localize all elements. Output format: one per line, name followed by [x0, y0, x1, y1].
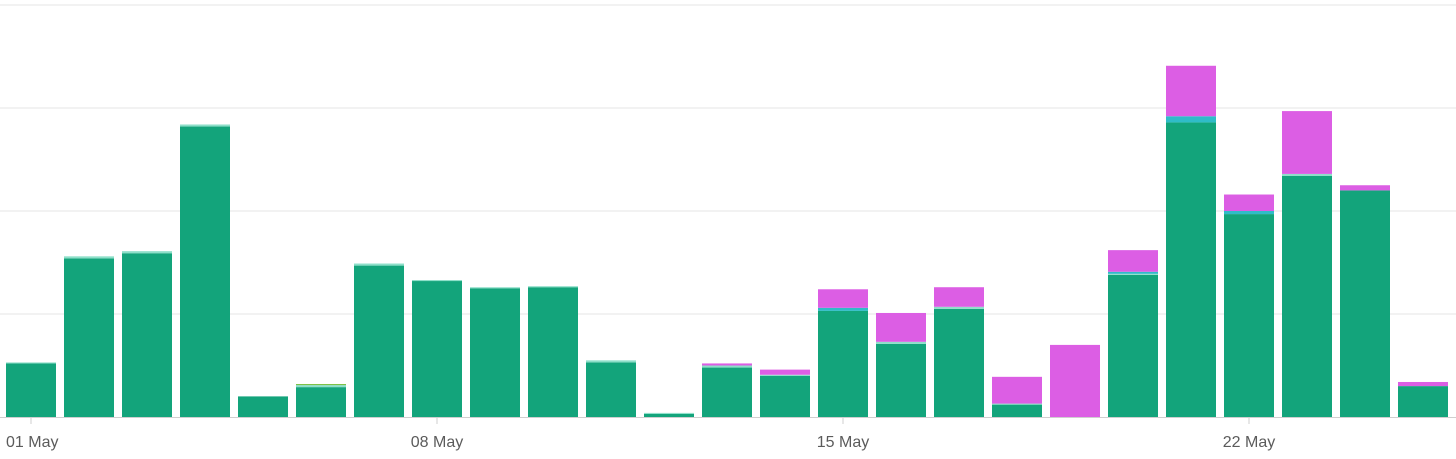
bar-segment-10-2	[528, 286, 578, 288]
x-tick-label: 22 May	[1223, 434, 1275, 451]
bar-segment-22-1	[1224, 214, 1274, 417]
bar-segment-14-1	[760, 375, 810, 417]
bar-segment-9-2	[470, 287, 520, 289]
bar-segment-11-2	[586, 360, 636, 363]
bar-segment-19-5	[1050, 344, 1100, 417]
bar-segment-6-3	[296, 384, 346, 386]
bar-segment-11-1	[586, 362, 636, 417]
bar-segment-20-2	[1108, 273, 1158, 275]
bar-segment-16-2	[876, 341, 926, 344]
bar-segment-21-1	[1166, 122, 1216, 418]
bar-segment-10-1	[528, 287, 578, 417]
bar-segment-2-1	[64, 258, 114, 417]
bar-segment-12-1	[644, 413, 694, 417]
bar-segment-2-2	[64, 256, 114, 259]
bar-segment-23-5	[1282, 111, 1332, 174]
x-tick-label: 08 May	[411, 434, 463, 451]
bar-segment-15-4	[818, 307, 868, 311]
x-tick-label: 15 May	[817, 434, 869, 451]
bar-segment-16-5	[876, 312, 926, 342]
bar-segment-25-1	[1398, 386, 1448, 417]
bar-segment-4-2	[180, 124, 230, 127]
bar-segment-24-1	[1340, 190, 1390, 417]
bar-segment-18-1	[992, 404, 1042, 417]
bar-segment-1-1	[6, 363, 56, 417]
bar-segment-24-5	[1340, 185, 1390, 191]
bar-segment-12-2	[644, 412, 694, 414]
bar-segment-8-1	[412, 281, 462, 417]
bar-segment-22-4	[1224, 211, 1274, 215]
bar-segment-8-2	[412, 280, 462, 282]
bar-segment-23-1	[1282, 175, 1332, 417]
bar-segment-4-1	[180, 126, 230, 417]
bar-segment-25-5	[1398, 381, 1448, 387]
bar-segment-3-2	[122, 251, 172, 254]
bar-segment-22-5	[1224, 194, 1274, 211]
bar-segment-15-1	[818, 310, 868, 417]
bar-segment-20-1	[1108, 274, 1158, 417]
x-axis-ticks: 01 May 08 May 15 May 22 May	[6, 418, 1275, 451]
bar-segment-20-5	[1108, 250, 1158, 272]
bar-segment-17-2	[934, 306, 984, 309]
bar-segment-21-4	[1166, 116, 1216, 123]
bar-segment-13-1	[702, 367, 752, 417]
bar-segment-9-1	[470, 288, 520, 417]
bar-segment-7-1	[354, 265, 404, 417]
bar-segment-6-2	[296, 385, 346, 388]
bar-segment-6-1	[296, 387, 346, 417]
bar-segment-18-2	[992, 403, 1042, 405]
bar-segment-7-2	[354, 263, 404, 266]
bar-segment-1-2	[6, 362, 56, 364]
bars	[6, 65, 1448, 418]
x-tick-label: 01 May	[6, 434, 58, 451]
bar-segment-17-5	[934, 287, 984, 307]
bar-segment-13-5	[702, 363, 752, 366]
bar-segment-21-5	[1166, 65, 1216, 117]
bar-segment-14-5	[760, 369, 810, 375]
bar-segment-5-1	[238, 396, 288, 417]
bar-segment-23-2	[1282, 173, 1332, 176]
bar-segment-17-1	[934, 308, 984, 417]
bar-segment-13-2	[702, 365, 752, 368]
bar-segment-18-5	[992, 376, 1042, 404]
bar-segment-20-4	[1108, 271, 1158, 274]
bar-segment-3-1	[122, 253, 172, 417]
bar-segment-16-1	[876, 343, 926, 417]
bar-segment-15-5	[818, 289, 868, 308]
bar-segment-14-2	[760, 374, 810, 376]
